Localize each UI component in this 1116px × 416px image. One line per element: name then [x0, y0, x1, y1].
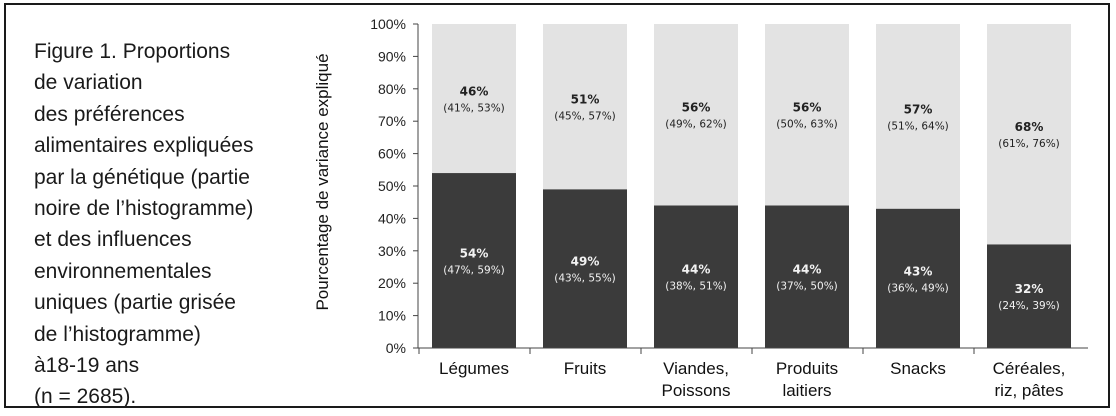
bar-value-label: 56%: [682, 101, 711, 115]
y-tick-label: 30%: [378, 243, 406, 259]
x-category-label: Snacks: [890, 359, 946, 378]
x-category-label: Poissons: [662, 381, 731, 400]
bar-ci-label: (51%, 64%): [887, 120, 949, 132]
bar-ci-label: (61%, 76%): [998, 138, 1060, 150]
bar-value-label: 44%: [682, 263, 711, 277]
bar-value-label: 44%: [793, 263, 822, 277]
y-axis-label: Pourcentage de variance expliqué: [313, 53, 332, 310]
bar-value-label: 56%: [793, 101, 822, 115]
bar-value-label: 51%: [571, 93, 600, 107]
y-tick-label: 60%: [378, 146, 406, 162]
bar-segment: [432, 24, 516, 174]
bar-ci-label: (50%, 63%): [776, 119, 838, 131]
bar-segment: [765, 24, 849, 206]
bar-value-label: 32%: [1015, 282, 1044, 296]
x-category-label: riz, pâtes: [995, 381, 1064, 400]
bar-segment: [987, 244, 1071, 348]
bar-value-label: 68%: [1015, 120, 1044, 134]
y-tick-label: 40%: [378, 210, 406, 226]
y-tick-label: 70%: [378, 113, 406, 129]
x-category-label: Viandes,: [663, 359, 729, 378]
bar-ci-label: (37%, 50%): [776, 281, 838, 293]
y-tick-label: 90%: [378, 48, 406, 64]
y-axis-ticks: 0% 10% 20% 30% 40% 50% 60% 70% 80% 90% 100%: [370, 16, 418, 356]
bar-segment: [987, 24, 1071, 245]
bar-segment: [432, 173, 516, 348]
y-tick-label: 10%: [378, 308, 406, 324]
figure-caption: Figure 1. Proportions de variation des p…: [34, 40, 254, 409]
bar-segment: [765, 205, 849, 348]
bar-value-label: 43%: [904, 264, 933, 278]
bar-value-label: 57%: [904, 102, 933, 116]
bar-labels: 54% (47%, 59%) 46% (41%, 53%) 49% (43%, 55%) 5…: [443, 85, 1060, 313]
bar-ci-label: (49%, 62%): [665, 119, 727, 131]
bar-ci-label: (36%, 49%): [887, 282, 949, 294]
bar-ci-label: (47%, 59%): [443, 265, 505, 277]
bar-value-label: 46%: [460, 85, 489, 99]
bar-ci-label: (24%, 39%): [998, 300, 1060, 312]
y-tick-label: 20%: [378, 275, 406, 291]
bar-ci-label: (41%, 53%): [443, 103, 505, 115]
bar-value-label: 49%: [571, 255, 600, 269]
y-tick-label: 100%: [370, 16, 406, 32]
bar-segment: [543, 189, 627, 348]
x-category-label: Produits: [776, 359, 838, 378]
bars: [432, 24, 1071, 348]
x-category-label: Céréales,: [993, 359, 1066, 378]
bar-ci-label: (38%, 51%): [665, 281, 727, 293]
x-axis-labels: Légumes Fruits Viandes, Poissons Produits lai…: [418, 348, 1066, 400]
bar-ci-label: (45%, 57%): [554, 111, 616, 123]
x-category-label: Fruits: [564, 359, 607, 378]
bar-value-label: 54%: [460, 247, 489, 261]
y-tick-label: 0%: [386, 340, 406, 356]
x-category-label: laitiers: [782, 381, 831, 400]
x-category-label: Légumes: [439, 359, 509, 378]
bar-segment: [876, 208, 960, 348]
y-tick-label: 50%: [378, 178, 406, 194]
bar-segment: [654, 205, 738, 348]
bar-segment: [543, 24, 627, 190]
bar-segment: [654, 24, 738, 206]
bar-ci-label: (43%, 55%): [554, 273, 616, 285]
bar-segment: [876, 24, 960, 209]
y-tick-label: 80%: [378, 81, 406, 97]
